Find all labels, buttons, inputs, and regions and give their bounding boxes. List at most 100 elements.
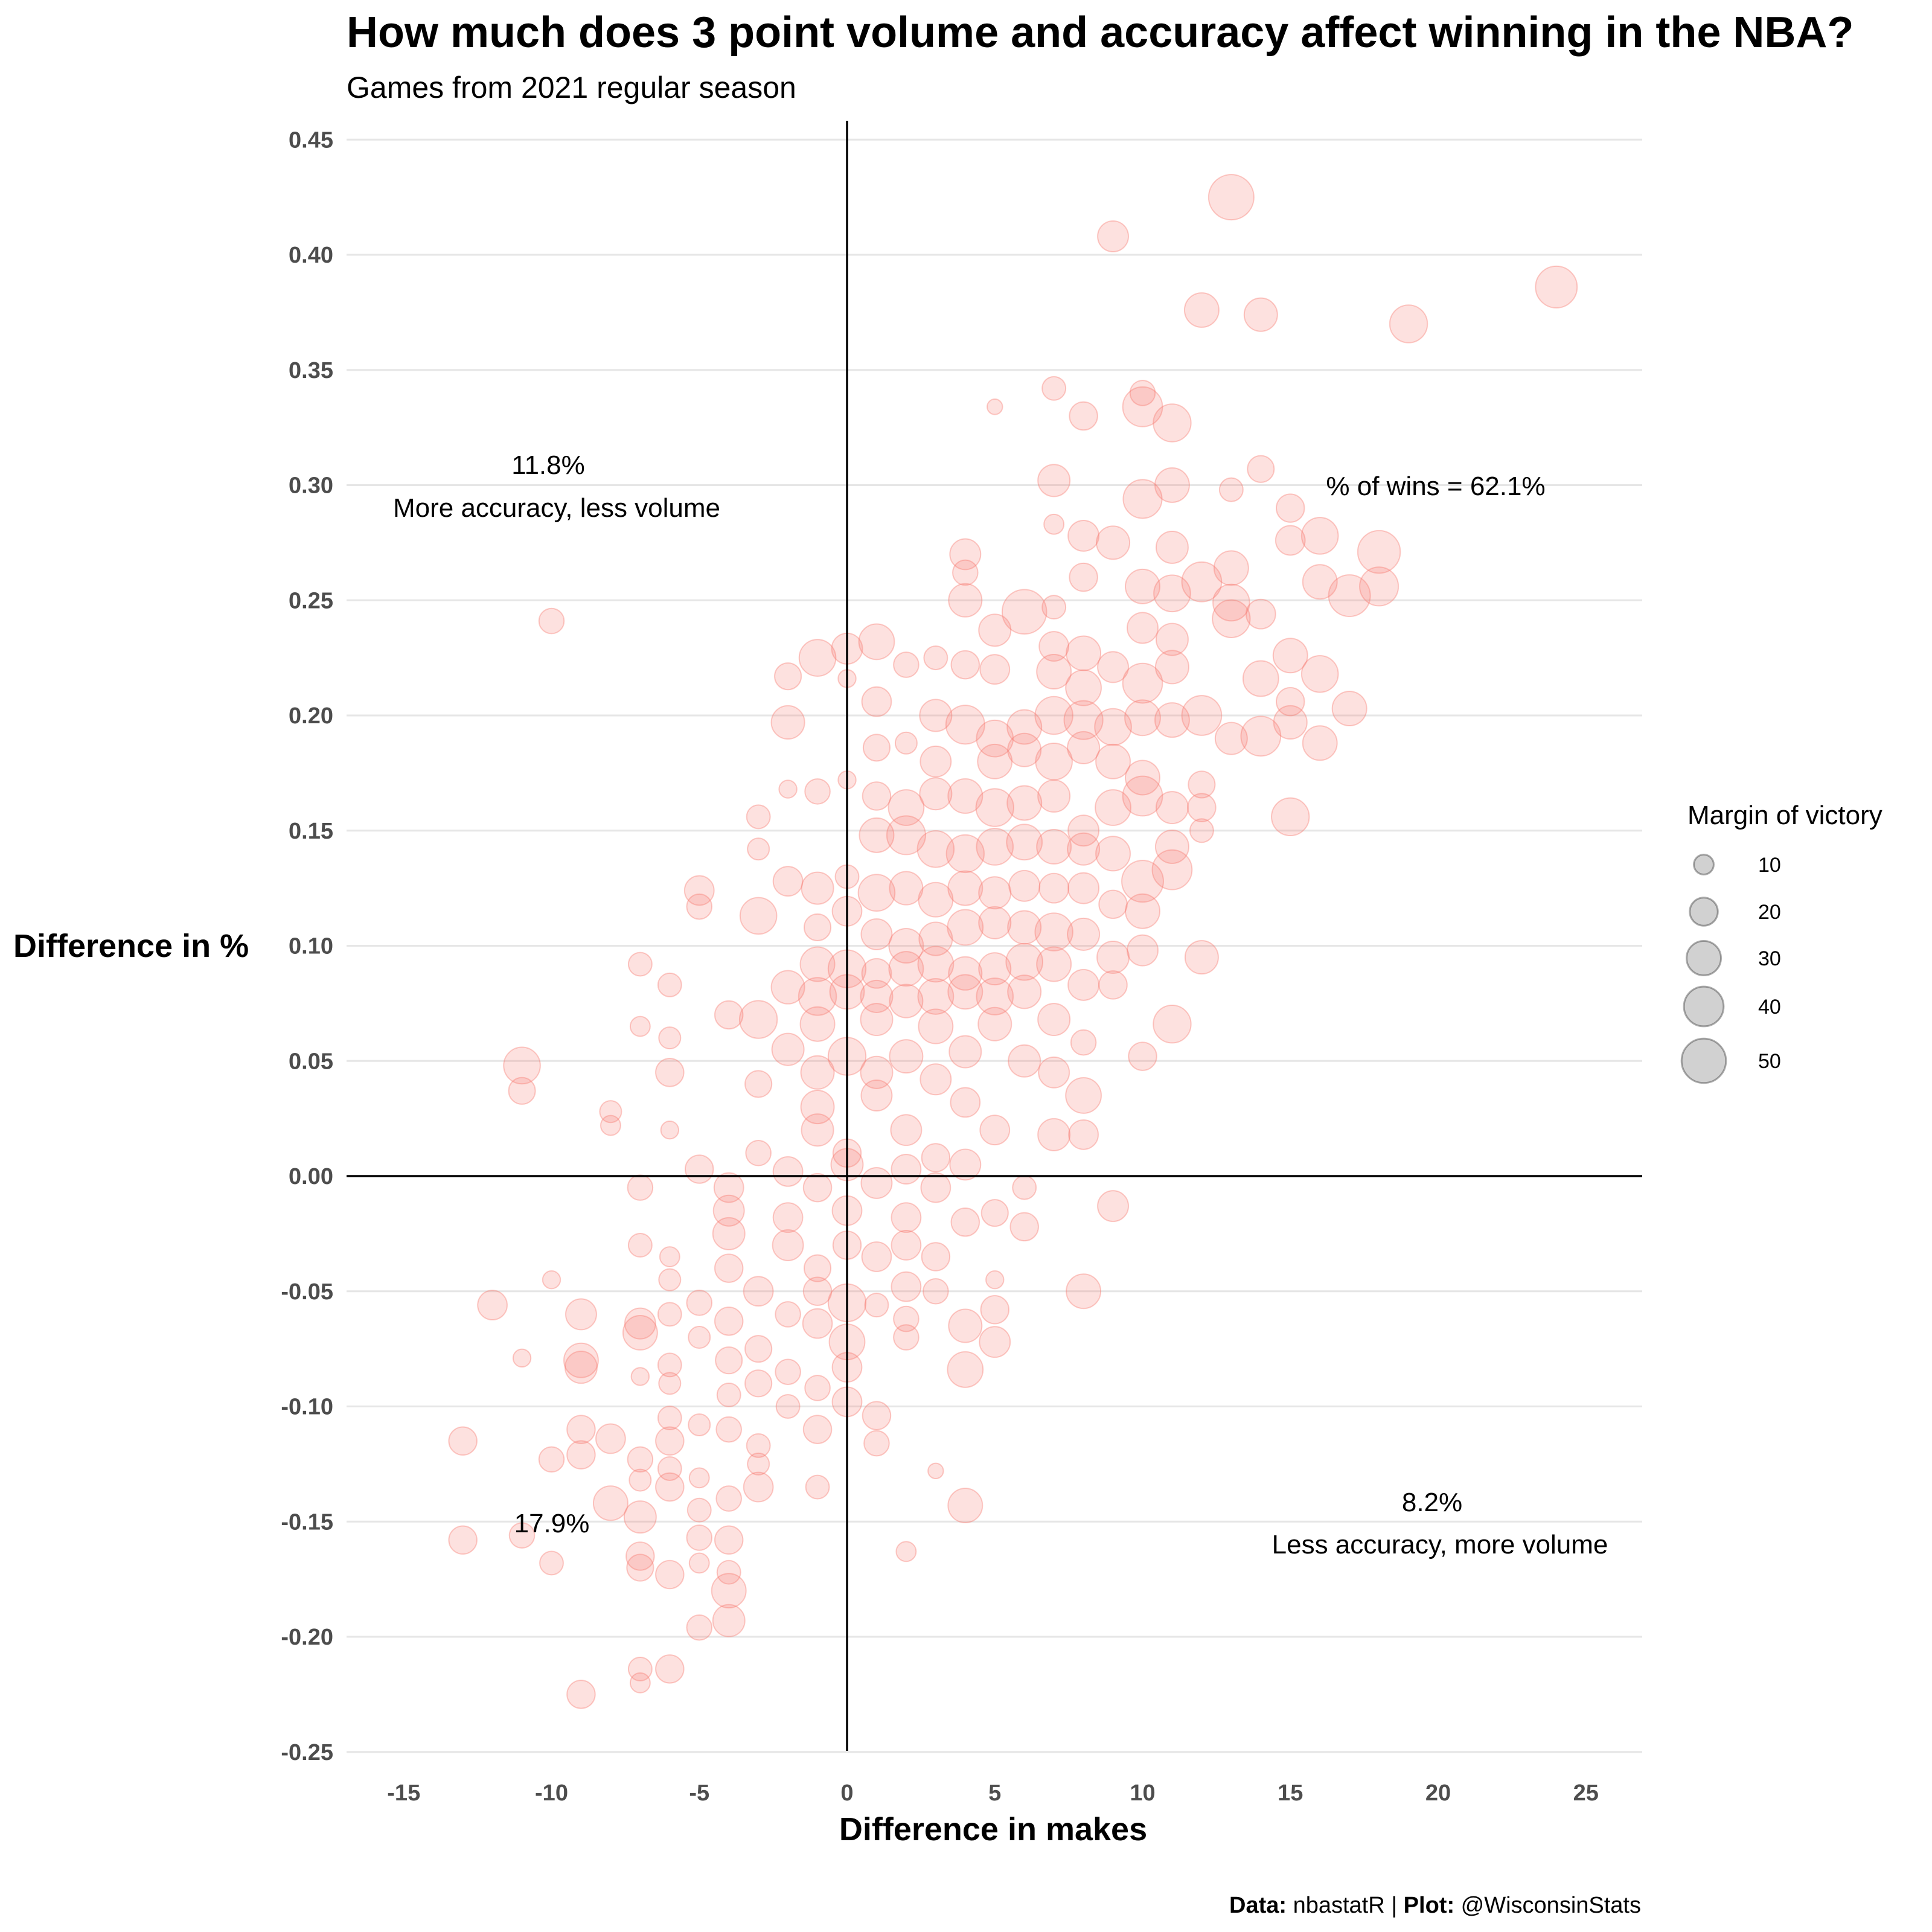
data-point <box>987 398 1003 415</box>
data-point <box>888 928 924 964</box>
data-point <box>800 1055 835 1090</box>
data-point <box>1208 174 1255 221</box>
data-point <box>744 1335 773 1363</box>
data-point <box>1214 721 1248 755</box>
data-point <box>627 1174 654 1201</box>
data-point <box>686 1524 713 1551</box>
data-point <box>775 1358 801 1386</box>
data-point <box>860 1055 894 1089</box>
x-tick-label: 20 <box>1425 1780 1451 1806</box>
data-point <box>659 1246 680 1267</box>
data-point <box>686 1290 713 1316</box>
data-point <box>861 1241 892 1272</box>
data-point <box>1184 940 1219 975</box>
data-point <box>775 1301 801 1328</box>
data-point <box>947 909 984 946</box>
y-axis-ticks: 0.45 0.40 0.35 0.30 0.25 0.20 0.15 0.10 0.05 0.00… <box>281 127 333 1765</box>
annotation-bottom-left-pct: 17.9% <box>514 1509 590 1538</box>
data-point <box>627 952 653 977</box>
size-legend: Margin of victory 10 20 30 40 50 <box>1680 801 1882 1084</box>
data-point <box>629 1016 651 1037</box>
data-point <box>688 1413 711 1437</box>
data-point <box>686 1497 712 1523</box>
y-tick-label: -0.25 <box>281 1740 333 1765</box>
data-point <box>1067 519 1100 552</box>
data-point <box>804 1375 831 1401</box>
data-point <box>1065 669 1102 706</box>
data-point <box>894 731 918 755</box>
data-point <box>980 1198 1009 1227</box>
data-point <box>657 972 682 997</box>
x-tick-label: -5 <box>689 1780 709 1806</box>
data-point <box>629 1672 651 1694</box>
data-point <box>978 906 1012 939</box>
data-point <box>622 1314 658 1351</box>
data-point <box>947 1488 984 1524</box>
data-point <box>1153 574 1191 613</box>
data-point <box>802 1415 833 1444</box>
data-point <box>802 1276 833 1307</box>
data-point <box>660 1120 680 1140</box>
data-point <box>948 956 983 991</box>
data-point <box>858 623 895 661</box>
data-point <box>861 686 892 717</box>
data-point <box>738 1000 778 1039</box>
data-point <box>1127 612 1159 644</box>
data-point <box>1188 770 1216 799</box>
data-point <box>895 1541 917 1563</box>
data-point <box>1007 910 1042 945</box>
x-tick-label: 0 <box>840 1780 853 1806</box>
data-point <box>891 1202 922 1233</box>
data-point <box>625 1541 655 1571</box>
data-point <box>1275 525 1306 556</box>
data-point <box>1125 893 1160 929</box>
data-point <box>1121 860 1164 903</box>
data-point <box>945 834 985 874</box>
data-point <box>1212 599 1251 638</box>
data-point <box>744 1070 773 1098</box>
legend-size-circle <box>1680 1037 1727 1084</box>
data-point <box>1302 725 1338 761</box>
data-point <box>950 1208 980 1237</box>
data-point <box>979 654 1011 685</box>
data-point <box>1036 946 1072 982</box>
data-point <box>629 1468 652 1492</box>
data-point <box>949 538 982 571</box>
annotation-top-right: % of wins = 62.1% <box>1326 472 1545 501</box>
y-tick-label: 0.05 <box>289 1049 333 1074</box>
data-point <box>1153 1005 1192 1044</box>
data-point <box>627 1656 653 1681</box>
data-point <box>799 946 836 982</box>
data-point <box>1328 574 1371 618</box>
data-point <box>600 1115 621 1136</box>
data-point <box>1096 941 1130 974</box>
data-point <box>715 1416 742 1443</box>
data-point <box>1036 828 1072 865</box>
legend-size-circle <box>1689 897 1719 927</box>
y-tick-label: -0.15 <box>281 1509 333 1535</box>
data-point <box>564 1351 598 1384</box>
data-point <box>1009 1212 1039 1242</box>
data-point <box>688 1326 711 1349</box>
y-tick-label: 0.45 <box>289 127 333 153</box>
data-point <box>1008 1044 1041 1078</box>
data-point <box>1067 832 1101 866</box>
data-point <box>862 1401 892 1431</box>
data-point <box>539 1550 564 1576</box>
data-point <box>803 1254 832 1282</box>
y-tick-label: -0.20 <box>281 1625 333 1650</box>
data-point <box>801 1113 834 1147</box>
data-point <box>861 958 892 989</box>
data-point <box>1069 562 1098 592</box>
data-point <box>714 1525 744 1555</box>
data-point <box>686 893 713 920</box>
data-point <box>1300 517 1339 555</box>
data-point <box>893 1305 920 1332</box>
data-point <box>1271 797 1310 837</box>
legend-title: Margin of victory <box>1687 801 1882 830</box>
data-point <box>886 815 926 856</box>
data-point <box>714 1253 744 1283</box>
data-point <box>802 1172 833 1203</box>
data-point <box>1187 793 1217 822</box>
